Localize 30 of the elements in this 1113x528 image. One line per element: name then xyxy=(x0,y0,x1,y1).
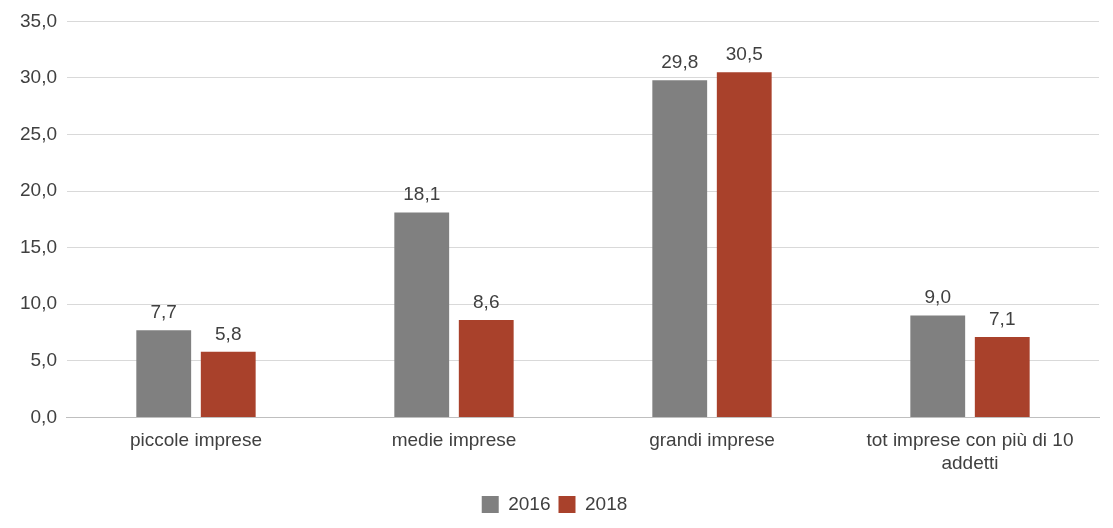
bar xyxy=(136,330,192,417)
y-tick-label: 20,0 xyxy=(20,179,57,201)
data-label: 29,8 xyxy=(661,50,699,72)
legend-label: 2016 xyxy=(508,492,551,514)
y-tick-label: 25,0 xyxy=(20,122,57,144)
x-tick-label: piccole imprese xyxy=(129,429,262,451)
data-label: 5,8 xyxy=(215,322,242,344)
bar xyxy=(716,72,772,417)
y-tick-label: 15,0 xyxy=(20,235,57,257)
bar xyxy=(910,315,966,417)
y-tick-label: 35,0 xyxy=(20,9,57,31)
x-tick-label: tot imprese con più di 10 addetti xyxy=(866,429,1074,473)
bar xyxy=(458,320,514,417)
bar xyxy=(394,212,450,417)
data-label: 7,7 xyxy=(150,301,177,323)
data-label: 18,1 xyxy=(403,183,441,205)
x-tick-label: medie imprese xyxy=(391,429,517,451)
legend-label: 2018 xyxy=(585,492,628,514)
y-tick-label: 10,0 xyxy=(20,292,57,314)
bar xyxy=(652,80,708,417)
data-label: 8,6 xyxy=(473,290,500,312)
data-label: 30,5 xyxy=(725,43,763,65)
bar xyxy=(974,337,1030,417)
x-tick-label: grandi imprese xyxy=(649,429,775,451)
y-tick-label: 0,0 xyxy=(30,405,57,427)
data-label: 9,0 xyxy=(924,286,951,308)
bar xyxy=(200,351,256,417)
y-tick-label: 30,0 xyxy=(20,66,57,88)
y-tick-label: 5,0 xyxy=(30,349,57,371)
data-label: 7,1 xyxy=(989,307,1016,329)
